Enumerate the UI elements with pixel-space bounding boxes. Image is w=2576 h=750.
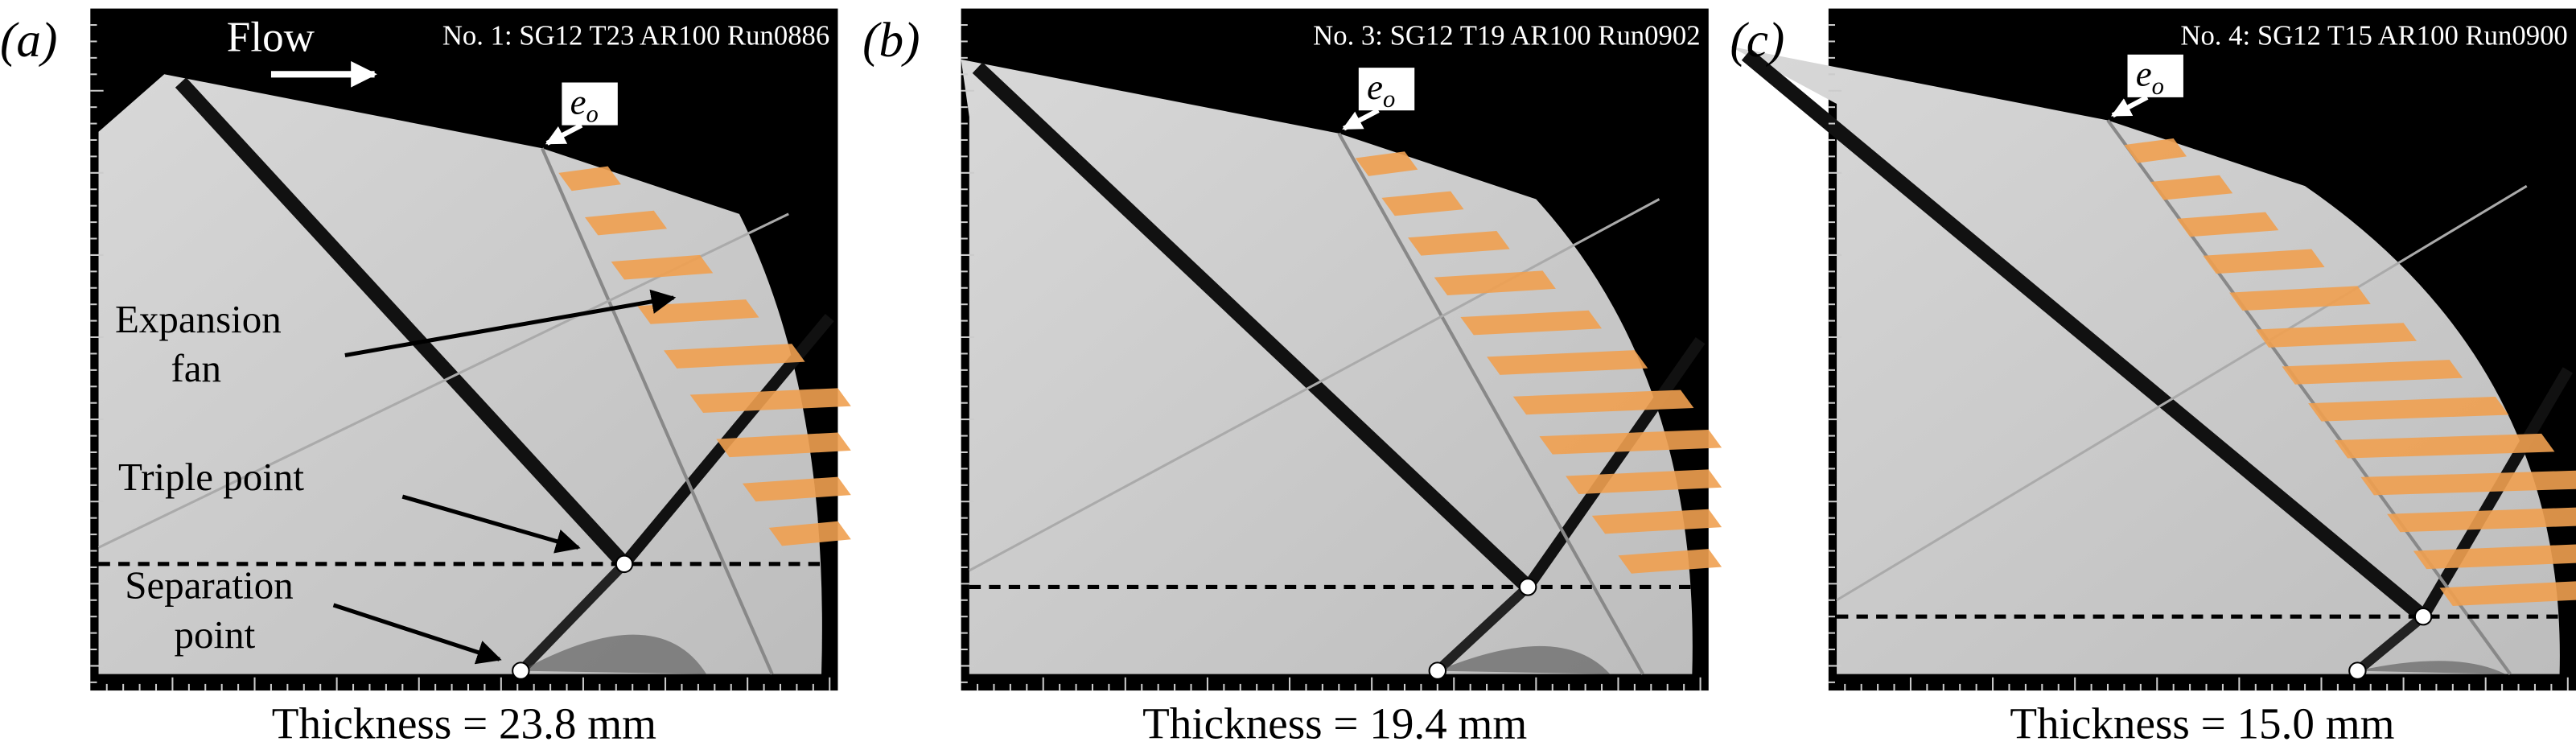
weak-wave (969, 198, 1660, 572)
fan-stripe (1460, 310, 1603, 336)
triple-point (615, 554, 634, 574)
marker-base: e (2136, 54, 2152, 94)
fan-stripe (2387, 507, 2576, 533)
fan-stripe (1566, 469, 1722, 494)
weak-wave (1836, 184, 2528, 602)
fan-stripe (2229, 286, 2371, 311)
separation-point (2348, 661, 2367, 680)
annotation: Separation (125, 563, 294, 608)
fan-stripe (1512, 389, 1694, 415)
fan-stripe (1355, 151, 1418, 176)
marker-box (1358, 68, 1415, 111)
marker-label: eo (1367, 67, 1395, 113)
marker-box (2127, 54, 2183, 97)
fan-stripe (611, 254, 714, 280)
panel-label: (c) (1730, 13, 1784, 68)
separation-point (512, 661, 530, 680)
shock (1741, 48, 2428, 623)
shock (516, 560, 628, 674)
fan-stripe (1381, 191, 1464, 216)
fan-stripe (716, 432, 851, 458)
panel-title: No. 1: SG12 T23 AR100 Run0886 (442, 20, 829, 52)
fan-stripe (2413, 544, 2576, 570)
fan-stripe (1434, 270, 1556, 296)
fan-stripe (1539, 429, 1722, 455)
marker-label: eo (570, 81, 599, 127)
flow-label: Flow (227, 14, 315, 61)
marker-label: eo (2136, 54, 2164, 100)
weak-wave (541, 147, 774, 675)
annotation: Expansion (115, 297, 282, 341)
fan-stripe (2124, 138, 2187, 163)
fan-stripe (2308, 397, 2509, 422)
fan-stripe (584, 210, 668, 236)
panel: eo No. 1: SG12 T23 AR100 Run0886 (90, 8, 851, 691)
fan-stripe (2176, 212, 2279, 237)
schlieren-field (1730, 46, 2560, 674)
fan-stripe (2203, 249, 2325, 274)
fan-stripe (664, 344, 805, 369)
panel: eo No. 3: SG12 T19 AR100 Run0902 (961, 8, 1722, 691)
triple-point (1518, 578, 1537, 596)
caption: Thickness = 19.4 mm (1142, 698, 1527, 748)
wake (2357, 661, 2506, 674)
marker-sub: o (586, 101, 599, 128)
fan-stripe (2334, 433, 2555, 459)
marker-arrow (1342, 108, 1380, 131)
arrow (401, 494, 581, 554)
annotations: Flow Expansion fan Triple point Separati… (115, 14, 677, 665)
weak-wave (2106, 119, 2512, 675)
wake (521, 634, 707, 674)
fan-stripe (2150, 175, 2233, 200)
fan-stripe (558, 166, 621, 192)
arrow (344, 289, 677, 358)
fan-stripe (768, 521, 851, 546)
marker-sub: o (2152, 72, 2164, 100)
fan-stripe (2439, 581, 2576, 606)
fan-stripe (2360, 470, 2576, 496)
annotation: Triple point (118, 455, 304, 499)
shock (1523, 337, 1706, 591)
marker-sub: o (1383, 85, 1395, 113)
caption: Thickness = 15.0 mm (2010, 698, 2394, 748)
fan-stripe (1618, 549, 1722, 574)
fan-stripe (689, 388, 851, 413)
fan-stripe (743, 476, 851, 502)
panel-label: (b) (862, 13, 920, 68)
fan-stripe (2282, 360, 2463, 385)
wake (1437, 645, 1611, 674)
triple-point (2413, 607, 2433, 626)
shock (2354, 612, 2426, 675)
separation-point (1428, 661, 1447, 680)
weak-wave (1337, 132, 1644, 675)
marker-arrow (2110, 95, 2149, 118)
schlieren-field (961, 59, 1693, 674)
fan-stripe (1591, 509, 1722, 534)
marker-base: e (570, 81, 586, 122)
marker-base: e (1367, 67, 1383, 107)
shock (972, 62, 1533, 593)
shock (175, 77, 630, 570)
marker-arrow (545, 122, 583, 146)
panel-label: (a) (0, 13, 57, 68)
arrow (332, 603, 502, 665)
fan-stripe (1408, 231, 1510, 256)
annotation: point (174, 612, 255, 657)
fan-stripe (1487, 350, 1648, 375)
caption: Thickness = 23.8 mm (272, 698, 656, 748)
shock (2418, 367, 2573, 620)
annotation: fan (171, 346, 221, 390)
shock (1434, 583, 1532, 675)
fan-stripe (2255, 323, 2417, 348)
panel-title: No. 3: SG12 T19 AR100 Run0902 (1313, 20, 1700, 52)
panel: eo No. 4: SG12 T15 AR100 Run0900 (1730, 8, 2576, 691)
panel-title: No. 4: SG12 T15 AR100 Run0900 (2180, 20, 2567, 52)
marker-box (562, 82, 618, 126)
